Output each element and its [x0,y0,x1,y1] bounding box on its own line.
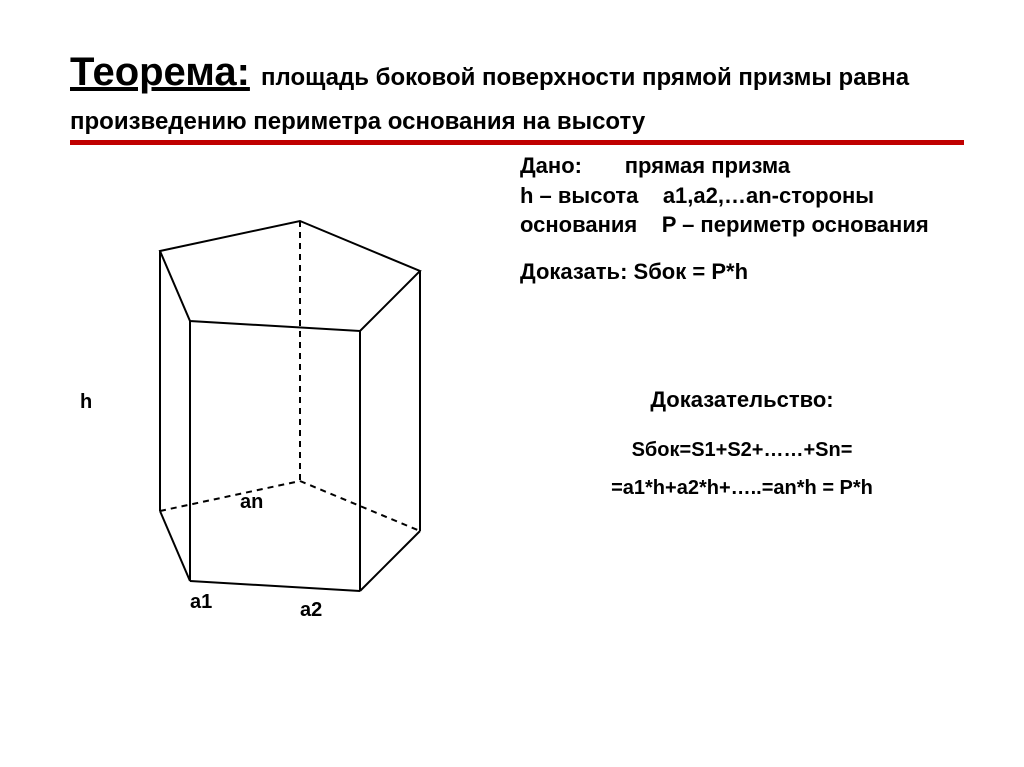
proof-mid: =S1+S2+……+Sn= [680,439,853,461]
proof-line-2: =a1*h+a2*h+…..=an*h = P*h [520,469,964,507]
prove-block: Доказать: Sбок = P*h [520,258,964,287]
prism-diagram [70,211,490,631]
label-an: an [240,491,263,514]
prove-rhs: P*h [711,259,748,284]
proof-line-1: Sбок=S1+S2+……+Sn= [520,431,964,469]
label-a1: a1 [190,591,212,614]
proof-lhs: Sбок [632,439,680,461]
label-h: h [80,391,92,414]
label-a2: a2 [300,599,322,622]
given-2: h – высота [520,183,638,208]
text-column: Дано: прямая призма h – высота a1,a2,…an… [510,151,964,507]
prove-label: Доказать: [520,259,627,284]
given-4: P – периметр основания [662,212,929,237]
proof-label: Доказательство: [520,387,964,413]
title-underlined: Теорема: [70,50,250,94]
prove-lhs: Sбок = [634,259,712,284]
given-label: Дано: [520,153,582,178]
content-row: h an a1 a2 Дано: прямая призма h – высот… [70,151,964,636]
given-block: Дано: прямая призма h – высота a1,a2,…an… [520,151,964,240]
divider-red [70,140,964,145]
diagram-column: h an a1 a2 [70,151,510,636]
given-1: прямая призма [625,153,790,178]
slide-title: Теорема: площадь боковой поверхности пря… [70,50,964,138]
